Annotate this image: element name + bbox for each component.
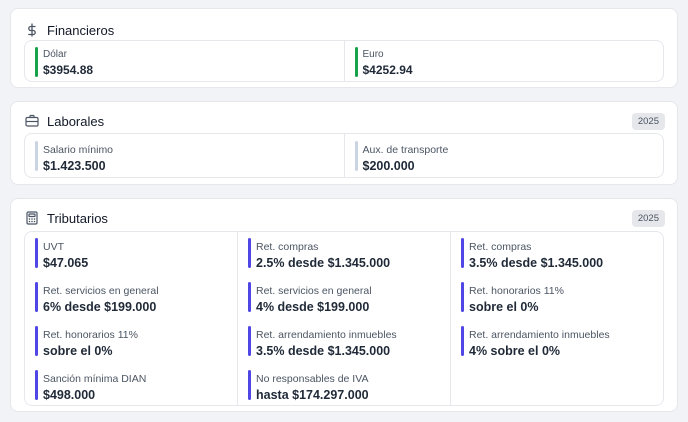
tax-value: 3.5% desde $1.345.000	[469, 256, 604, 270]
tax-value: 4% desde $199.000	[256, 300, 370, 314]
tax-label: Ret. arrendamiento inmuebles	[256, 329, 397, 341]
laborales-header: Laborales 2025	[25, 110, 665, 132]
laborales-title: Laborales	[47, 113, 105, 129]
tax-item: Ret. arrendamiento inmuebles 3.5% desde …	[248, 326, 442, 358]
tax-label: UVT	[43, 241, 64, 253]
tax-item: Sanción mínima DIAN $498.000	[35, 370, 229, 402]
rate-value: $4252.94	[362, 63, 413, 77]
tax-item: No responsables de IVA hasta $174.297.00…	[248, 370, 442, 402]
tributarios-panel: UVT $47.065 Ret. servicios en general 6%…	[24, 231, 664, 406]
tax-item: Ret. honorarios 11% sobre el 0%	[461, 282, 655, 314]
status-bar	[248, 282, 251, 312]
status-bar	[248, 370, 251, 400]
rate-item-euro: Euro $4252.94	[354, 47, 656, 77]
laboral-item-transporte: Aux. de transporte $200.000	[354, 141, 656, 173]
tax-label: Ret. honorarios 11%	[43, 329, 138, 341]
laboral-label: Salario mínimo	[43, 144, 114, 156]
financieros-title: Financieros	[47, 22, 115, 38]
tributarios-header: Tributarios 2025	[25, 207, 665, 229]
financieros-col-2: Euro $4252.94	[343, 41, 664, 81]
tax-label: Ret. servicios en general	[43, 285, 159, 297]
year-badge: 2025	[631, 112, 665, 130]
rate-item-dolar: Dólar $3954.88	[35, 47, 336, 77]
tax-value: 3.5% desde $1.345.000	[256, 344, 391, 358]
laborales-col-1: Salario mínimo $1.423.500	[25, 134, 344, 177]
financieros-header: Financieros	[25, 19, 665, 41]
status-bar	[354, 47, 358, 77]
status-bar	[248, 326, 251, 356]
status-bar	[35, 47, 38, 77]
tax-value: $498.000	[43, 388, 96, 402]
tax-label: Ret. honorarios 11%	[469, 285, 564, 297]
laborales-panel: Salario mínimo $1.423.500 Aux. de transp…	[24, 133, 664, 178]
briefcase-icon	[25, 114, 39, 128]
status-bar	[248, 238, 251, 268]
status-bar	[35, 238, 38, 268]
tributarios-card: Tributarios 2025 UVT $47.065 Ret. servic…	[10, 198, 678, 412]
tax-value: sobre el 0%	[43, 344, 113, 358]
status-bar	[35, 141, 38, 171]
tax-value: sobre el 0%	[469, 300, 539, 314]
laboral-item-salario: Salario mínimo $1.423.500	[35, 141, 336, 173]
tax-item: Ret. servicios en general 6% desde $199.…	[35, 282, 229, 314]
status-bar	[461, 326, 464, 356]
tax-label: No responsables de IVA	[256, 373, 369, 385]
tax-value: 4% sobre el 0%	[469, 344, 561, 358]
tributarios-col-1: UVT $47.065 Ret. servicios en general 6%…	[25, 232, 237, 405]
laboral-label: Aux. de transporte	[362, 144, 449, 156]
tax-item: Ret. compras 3.5% desde $1.345.000	[461, 238, 655, 270]
tributarios-col-2: Ret. compras 2.5% desde $1.345.000 Ret. …	[237, 232, 450, 405]
status-bar	[461, 282, 464, 312]
tax-value: $47.065	[43, 256, 89, 270]
tributarios-col-3: Ret. compras 3.5% desde $1.345.000 Ret. …	[450, 232, 663, 405]
tributarios-title: Tributarios	[47, 210, 108, 226]
laborales-card: Laborales 2025 Salario mínimo $1.423.500…	[10, 101, 678, 185]
dollar-icon	[25, 23, 39, 37]
tax-label: Sanción mínima DIAN	[43, 373, 147, 385]
status-bar	[354, 141, 358, 171]
tax-value: 2.5% desde $1.345.000	[256, 256, 391, 270]
laborales-col-2: Aux. de transporte $200.000	[343, 134, 664, 177]
financieros-panel: Dólar $3954.88 Euro $4252.94	[24, 40, 664, 82]
tax-label: Ret. arrendamiento inmuebles	[469, 329, 610, 341]
calculator-icon	[25, 211, 39, 225]
tax-item: Ret. arrendamiento inmuebles 4% sobre el…	[461, 326, 655, 358]
tax-label: Ret. compras	[256, 241, 319, 253]
tax-value: hasta $174.297.000	[256, 388, 369, 402]
financieros-card: Financieros Dólar $3954.88 Euro $4252.94	[10, 8, 678, 88]
rate-value: $3954.88	[43, 63, 94, 77]
tax-item: UVT $47.065	[35, 238, 229, 270]
status-bar	[35, 326, 38, 356]
tax-item: Ret. compras 2.5% desde $1.345.000	[248, 238, 442, 270]
financieros-col-1: Dólar $3954.88	[25, 41, 344, 81]
status-bar	[35, 370, 38, 400]
year-badge: 2025	[631, 209, 665, 227]
tax-label: Ret. compras	[469, 241, 532, 253]
tax-item: Ret. honorarios 11% sobre el 0%	[35, 326, 229, 358]
tax-label: Ret. servicios en general	[256, 285, 372, 297]
tax-item: Ret. servicios en general 4% desde $199.…	[248, 282, 442, 314]
laboral-value: $200.000	[362, 159, 415, 173]
status-bar	[35, 282, 38, 312]
rate-label: Euro	[362, 49, 384, 60]
tax-value: 6% desde $199.000	[43, 300, 157, 314]
status-bar	[461, 238, 464, 268]
rate-label: Dólar	[43, 49, 67, 60]
laboral-value: $1.423.500	[43, 159, 106, 173]
